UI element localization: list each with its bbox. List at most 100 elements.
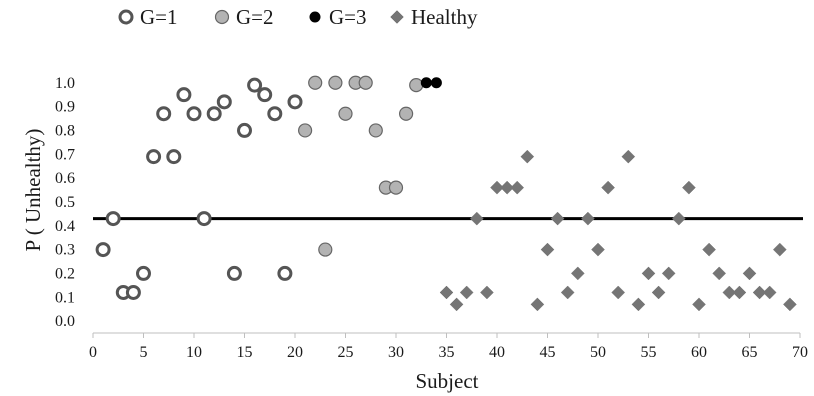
data-point-healthy: [762, 285, 777, 300]
data-point-healthy: [520, 149, 535, 164]
data-point-g-1: [136, 265, 151, 281]
legend-marker-g-1: [118, 9, 134, 25]
data-point-healthy: [490, 180, 504, 195]
data-point-g-1: [186, 106, 202, 122]
data-point-healthy: [783, 297, 797, 312]
data-point-healthy: [581, 211, 595, 226]
data-point-healthy: [722, 285, 737, 300]
data-point-healthy: [702, 242, 716, 257]
data-point-g-2: [368, 123, 383, 138]
y-tick-label: 0.9: [55, 99, 75, 116]
data-point-healthy: [439, 285, 454, 300]
y-tick-label: 0.3: [55, 242, 75, 259]
legend-marker-healthy: [390, 10, 404, 24]
x-tick-label: 35: [439, 344, 455, 361]
data-point-healthy: [641, 266, 656, 281]
data-point-g-2: [328, 75, 343, 90]
data-point-g-1: [237, 122, 252, 138]
data-point-g-1: [216, 94, 232, 110]
data-point-healthy: [752, 285, 767, 300]
data-point-g-1: [277, 265, 293, 281]
data-point-healthy: [459, 285, 474, 300]
data-point-healthy: [661, 266, 676, 281]
x-tick-label: 25: [338, 344, 354, 361]
y-tick-label: 0.6: [55, 170, 75, 187]
y-tick-label: 0.1: [55, 289, 75, 306]
data-point-g-1: [95, 242, 111, 258]
data-point-g-2: [358, 75, 373, 90]
legend-marker-g-3: [309, 11, 321, 23]
y-tick-label: 0.4: [55, 218, 75, 235]
data-point-g-1: [226, 265, 242, 281]
x-tick-label: 20: [287, 344, 303, 361]
y-tick-label: 0.8: [55, 122, 75, 139]
data-point-healthy: [611, 285, 626, 300]
data-point-g-1: [105, 211, 121, 227]
series-g-1: [95, 77, 303, 300]
series-g-2: [298, 75, 424, 257]
data-point-g-2: [409, 78, 424, 93]
data-point-g-1: [247, 77, 263, 93]
data-point-g-1: [267, 106, 283, 122]
data-point-g-2: [388, 180, 404, 195]
data-point-g-1: [257, 87, 273, 103]
y-tick-label: 1.0: [55, 75, 75, 92]
y-tick-label: 0.5: [55, 194, 75, 211]
data-point-g-1: [287, 94, 303, 110]
x-tick-label: 0: [89, 344, 97, 361]
data-point-healthy: [712, 266, 727, 281]
data-point-healthy: [772, 242, 787, 257]
x-axis-ticks: 0 5 10 15 20 25 30 35 40 45 50 55 60 65 70: [89, 333, 808, 361]
data-point-g-2: [338, 106, 353, 121]
data-point-g-2: [308, 75, 323, 90]
data-point-healthy: [510, 180, 525, 195]
legend-item-g-1: G=1: [118, 5, 178, 29]
legend-label-g-3: G=3: [329, 5, 367, 29]
legend-item-healthy: Healthy: [390, 5, 478, 29]
x-tick-label: 45: [540, 344, 556, 361]
data-point-healthy: [560, 285, 575, 300]
data-point-g-3: [420, 77, 432, 89]
series-healthy: [439, 149, 797, 312]
x-tick-label: 55: [641, 344, 657, 361]
legend: G=1 G=2 G=3 Healthy: [118, 5, 478, 29]
data-point-healthy: [732, 285, 747, 300]
x-tick-label: 15: [237, 344, 253, 361]
data-point-g-1: [146, 149, 162, 165]
x-tick-label: 5: [140, 344, 148, 361]
data-point-healthy: [570, 266, 585, 281]
legend-label-g-2: G=2: [236, 5, 274, 29]
data-point-healthy: [540, 242, 555, 257]
data-point-healthy: [631, 297, 646, 312]
data-point-g-1: [196, 211, 212, 227]
data-point-healthy: [591, 242, 605, 257]
y-axis-title: P ( Unhealthy): [21, 129, 45, 252]
x-tick-label: 60: [691, 344, 707, 361]
y-tick-label: 0.2: [55, 265, 75, 282]
data-point-healthy: [601, 180, 615, 195]
x-tick-label: 30: [388, 344, 404, 361]
x-tick-label: 65: [742, 344, 758, 361]
y-tick-label: 0.7: [55, 146, 75, 163]
data-point-healthy: [449, 297, 464, 312]
x-axis-title: Subject: [416, 369, 479, 393]
data-point-healthy: [692, 297, 706, 312]
data-point-healthy: [682, 180, 696, 195]
data-point-g-1: [166, 149, 182, 165]
data-point-healthy: [500, 180, 514, 195]
data-point-g-1: [206, 106, 222, 122]
x-tick-label: 50: [590, 344, 606, 361]
data-point-g-2: [318, 242, 333, 257]
data-point-healthy: [550, 211, 565, 226]
legend-item-g-2: G=2: [214, 5, 274, 29]
data-point-healthy: [742, 266, 757, 281]
x-tick-label: 10: [186, 344, 202, 361]
data-point-healthy: [469, 211, 484, 226]
data-point-g-1: [176, 87, 192, 103]
x-tick-label: 70: [792, 344, 808, 361]
data-point-g-3: [430, 77, 442, 89]
data-point-g-1: [156, 106, 172, 122]
legend-label-g-1: G=1: [140, 5, 178, 29]
plot-area: 0 5 10 15 20 25 30 35 40 45 50 55 60 65 70 0.00.10.20.…: [55, 75, 808, 361]
